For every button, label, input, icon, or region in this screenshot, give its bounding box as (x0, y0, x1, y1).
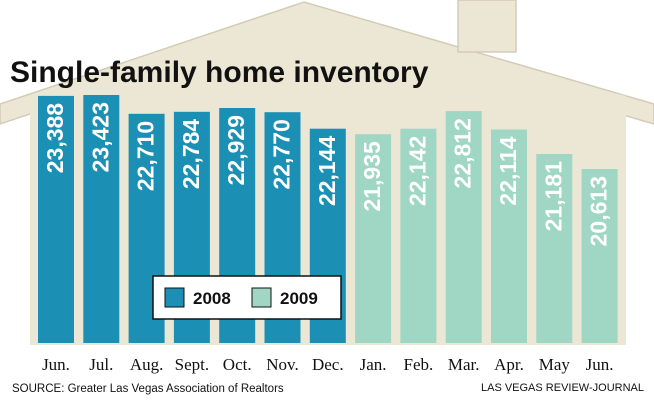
legend-swatch-2009 (251, 287, 272, 308)
bar-2008-0 (38, 95, 74, 344)
bar-2009-11 (536, 154, 573, 343)
legend-label-2009: 2009 (280, 289, 318, 308)
x-tick-label: Jul. (89, 355, 113, 374)
bar-value-label: 21,181 (540, 161, 566, 232)
bar-value-label: 21,935 (359, 141, 385, 212)
bar-value-label: 22,812 (450, 118, 476, 188)
x-tick-label: Sept. (175, 355, 209, 374)
x-tick-label: Feb. (404, 355, 434, 374)
bar-value-label: 23,388 (42, 103, 68, 174)
source-note: SOURCE: Greater Las Vegas Association of… (12, 383, 284, 395)
value-labels-group: 23,388 23,423 22,710 22,784 22,929 22,770 22,1… (42, 102, 612, 246)
x-tick-label: Jan. (360, 355, 387, 374)
bar-value-label: 22,114 (495, 136, 521, 205)
x-tick-labels-group: Jun. Jul. Aug. Sept. Oct. Nov. Dec. Jan. Feb. Mar… (42, 355, 613, 374)
x-tick-label: May (539, 355, 571, 374)
bar-value-label: 22,142 (404, 136, 430, 206)
bar-value-label: 22,784 (178, 119, 204, 190)
bar-2009-10 (491, 129, 527, 343)
bar-2009-12 (581, 169, 618, 343)
house-chimney (457, 0, 517, 53)
bar-value-label: 22,929 (223, 115, 249, 185)
bar-2008-1 (83, 95, 120, 343)
bar-value-label: 22,144 (314, 136, 340, 207)
legend: 2008 2009 (152, 275, 342, 320)
x-tick-label: Apr. (494, 355, 524, 374)
bar-value-label: 23,423 (87, 102, 113, 172)
bar-2009-7 (355, 134, 392, 343)
x-tick-label: Oct. (223, 355, 252, 374)
bar-value-label: 22,770 (269, 119, 295, 189)
x-tick-label: Dec. (312, 355, 344, 374)
legend-swatch-2008 (164, 287, 185, 308)
x-tick-label: Mar. (448, 355, 480, 374)
bar-2009-9 (445, 111, 482, 343)
x-tick-label: Aug. (130, 355, 164, 374)
bar-2009-8 (400, 128, 437, 343)
legend-label-2008: 2008 (193, 289, 231, 308)
bar-value-label: 20,613 (586, 176, 612, 246)
bar-value-label: 22,710 (133, 121, 159, 191)
publisher-credit: LAS VEGAS REVIEW-JOURNAL (481, 382, 644, 394)
x-tick-label: Jun. (42, 355, 70, 374)
x-tick-label: Jun. (586, 355, 614, 374)
x-tick-label: Nov. (266, 355, 298, 374)
chart-title: Single-family home inventory (10, 56, 429, 89)
